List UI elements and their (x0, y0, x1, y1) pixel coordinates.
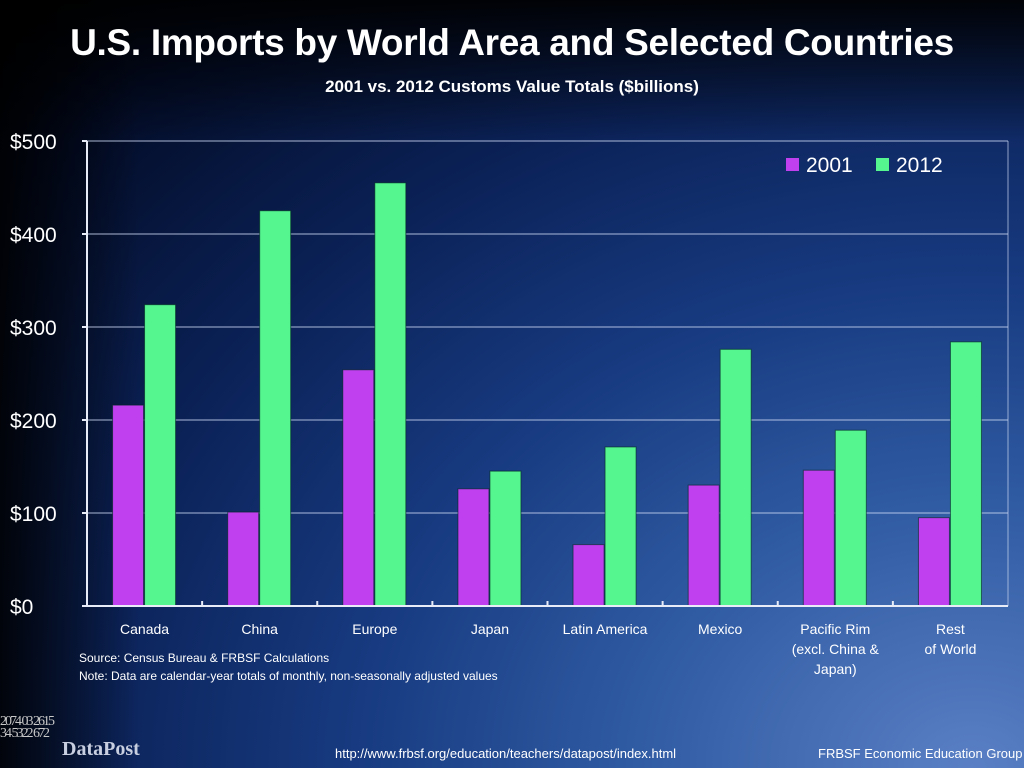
x-tick-label-line: Pacific Rim (800, 621, 870, 637)
x-tick-label: China (241, 621, 278, 637)
x-tick-label: Mexico (698, 621, 743, 637)
source-url: http://www.frbsf.org/education/teachers/… (335, 746, 677, 761)
chart-title: U.S. Imports by World Area and Selected … (70, 22, 954, 63)
x-tick-label-line: Rest (936, 621, 965, 637)
bar-2001 (802, 469, 835, 607)
bar-2012 (604, 446, 637, 607)
bar-2012 (374, 182, 407, 607)
bar-2012 (719, 348, 752, 607)
x-tick-label-line: China (241, 621, 278, 637)
legend-label-2012: 2012 (896, 154, 943, 177)
legend-swatch-2012 (876, 158, 889, 171)
logo-text: DataPost (62, 738, 140, 760)
x-tick-label-line: Mexico (698, 621, 743, 637)
bar-2012 (834, 429, 867, 607)
bar-2001 (687, 484, 720, 607)
chart-subtitle: 2001 vs. 2012 Customs Value Totals ($bil… (325, 77, 699, 96)
datapost-logo: 2074 03 2615 34 5322 672 DataPost (0, 716, 160, 766)
x-tick-label-line: Canada (120, 621, 169, 637)
x-tick-label: Rest of World (925, 621, 977, 657)
x-axis: Canada China Europe Japan Latin America Mexic… (87, 601, 1008, 677)
x-tick-label-line: Europe (352, 621, 397, 637)
x-tick-label: Europe (352, 621, 397, 637)
y-tick-label: $200 (10, 410, 57, 433)
x-tick-label: Pacific Rim (excl. China & Japan) (792, 621, 880, 677)
bar-chart: $0 $100 $200 $300 $400 $500 Canada China Europe… (10, 131, 1009, 677)
bar-2012 (489, 470, 522, 607)
x-tick-label: Japan (471, 621, 509, 637)
bar-2001 (457, 488, 490, 607)
x-tick-label: Latin America (563, 621, 648, 637)
x-tick-label-line: of World (925, 641, 977, 657)
organization-name: FRBSF Economic Education Group (818, 746, 1023, 761)
bar-2012 (949, 341, 982, 607)
bar-2001 (342, 369, 375, 607)
bar-2001 (227, 511, 260, 607)
legend-swatch-2001 (786, 158, 799, 171)
gridlines (87, 140, 1009, 606)
bar-2012 (144, 304, 177, 607)
y-axis: $0 $100 $200 $300 $400 $500 (10, 131, 88, 619)
legend: 2001 2012 (786, 154, 943, 177)
y-tick-label: $500 (10, 131, 57, 154)
x-tick-label: Canada (120, 621, 169, 637)
x-tick-label-line: Japan) (814, 661, 857, 677)
bar-2012 (259, 210, 292, 607)
data-note: Note: Data are calendar-year totals of m… (79, 669, 498, 683)
y-tick-label: $100 (10, 503, 57, 526)
bars (112, 182, 982, 607)
legend-label-2001: 2001 (806, 154, 853, 177)
bar-2001 (917, 517, 950, 607)
y-tick-label: $0 (10, 596, 33, 619)
y-tick-label: $400 (10, 224, 57, 247)
bar-2001 (572, 544, 605, 607)
x-tick-label-line: Latin America (563, 621, 648, 637)
logo-digits-icon: 2074 03 2615 34 5322 672 (0, 716, 55, 741)
bar-2001 (112, 404, 145, 607)
source-note: Source: Census Bureau & FRBSF Calculatio… (79, 651, 330, 665)
x-tick-label-line: Japan (471, 621, 509, 637)
x-tick-label-line: (excl. China & (792, 641, 880, 657)
y-tick-label: $300 (10, 317, 57, 340)
